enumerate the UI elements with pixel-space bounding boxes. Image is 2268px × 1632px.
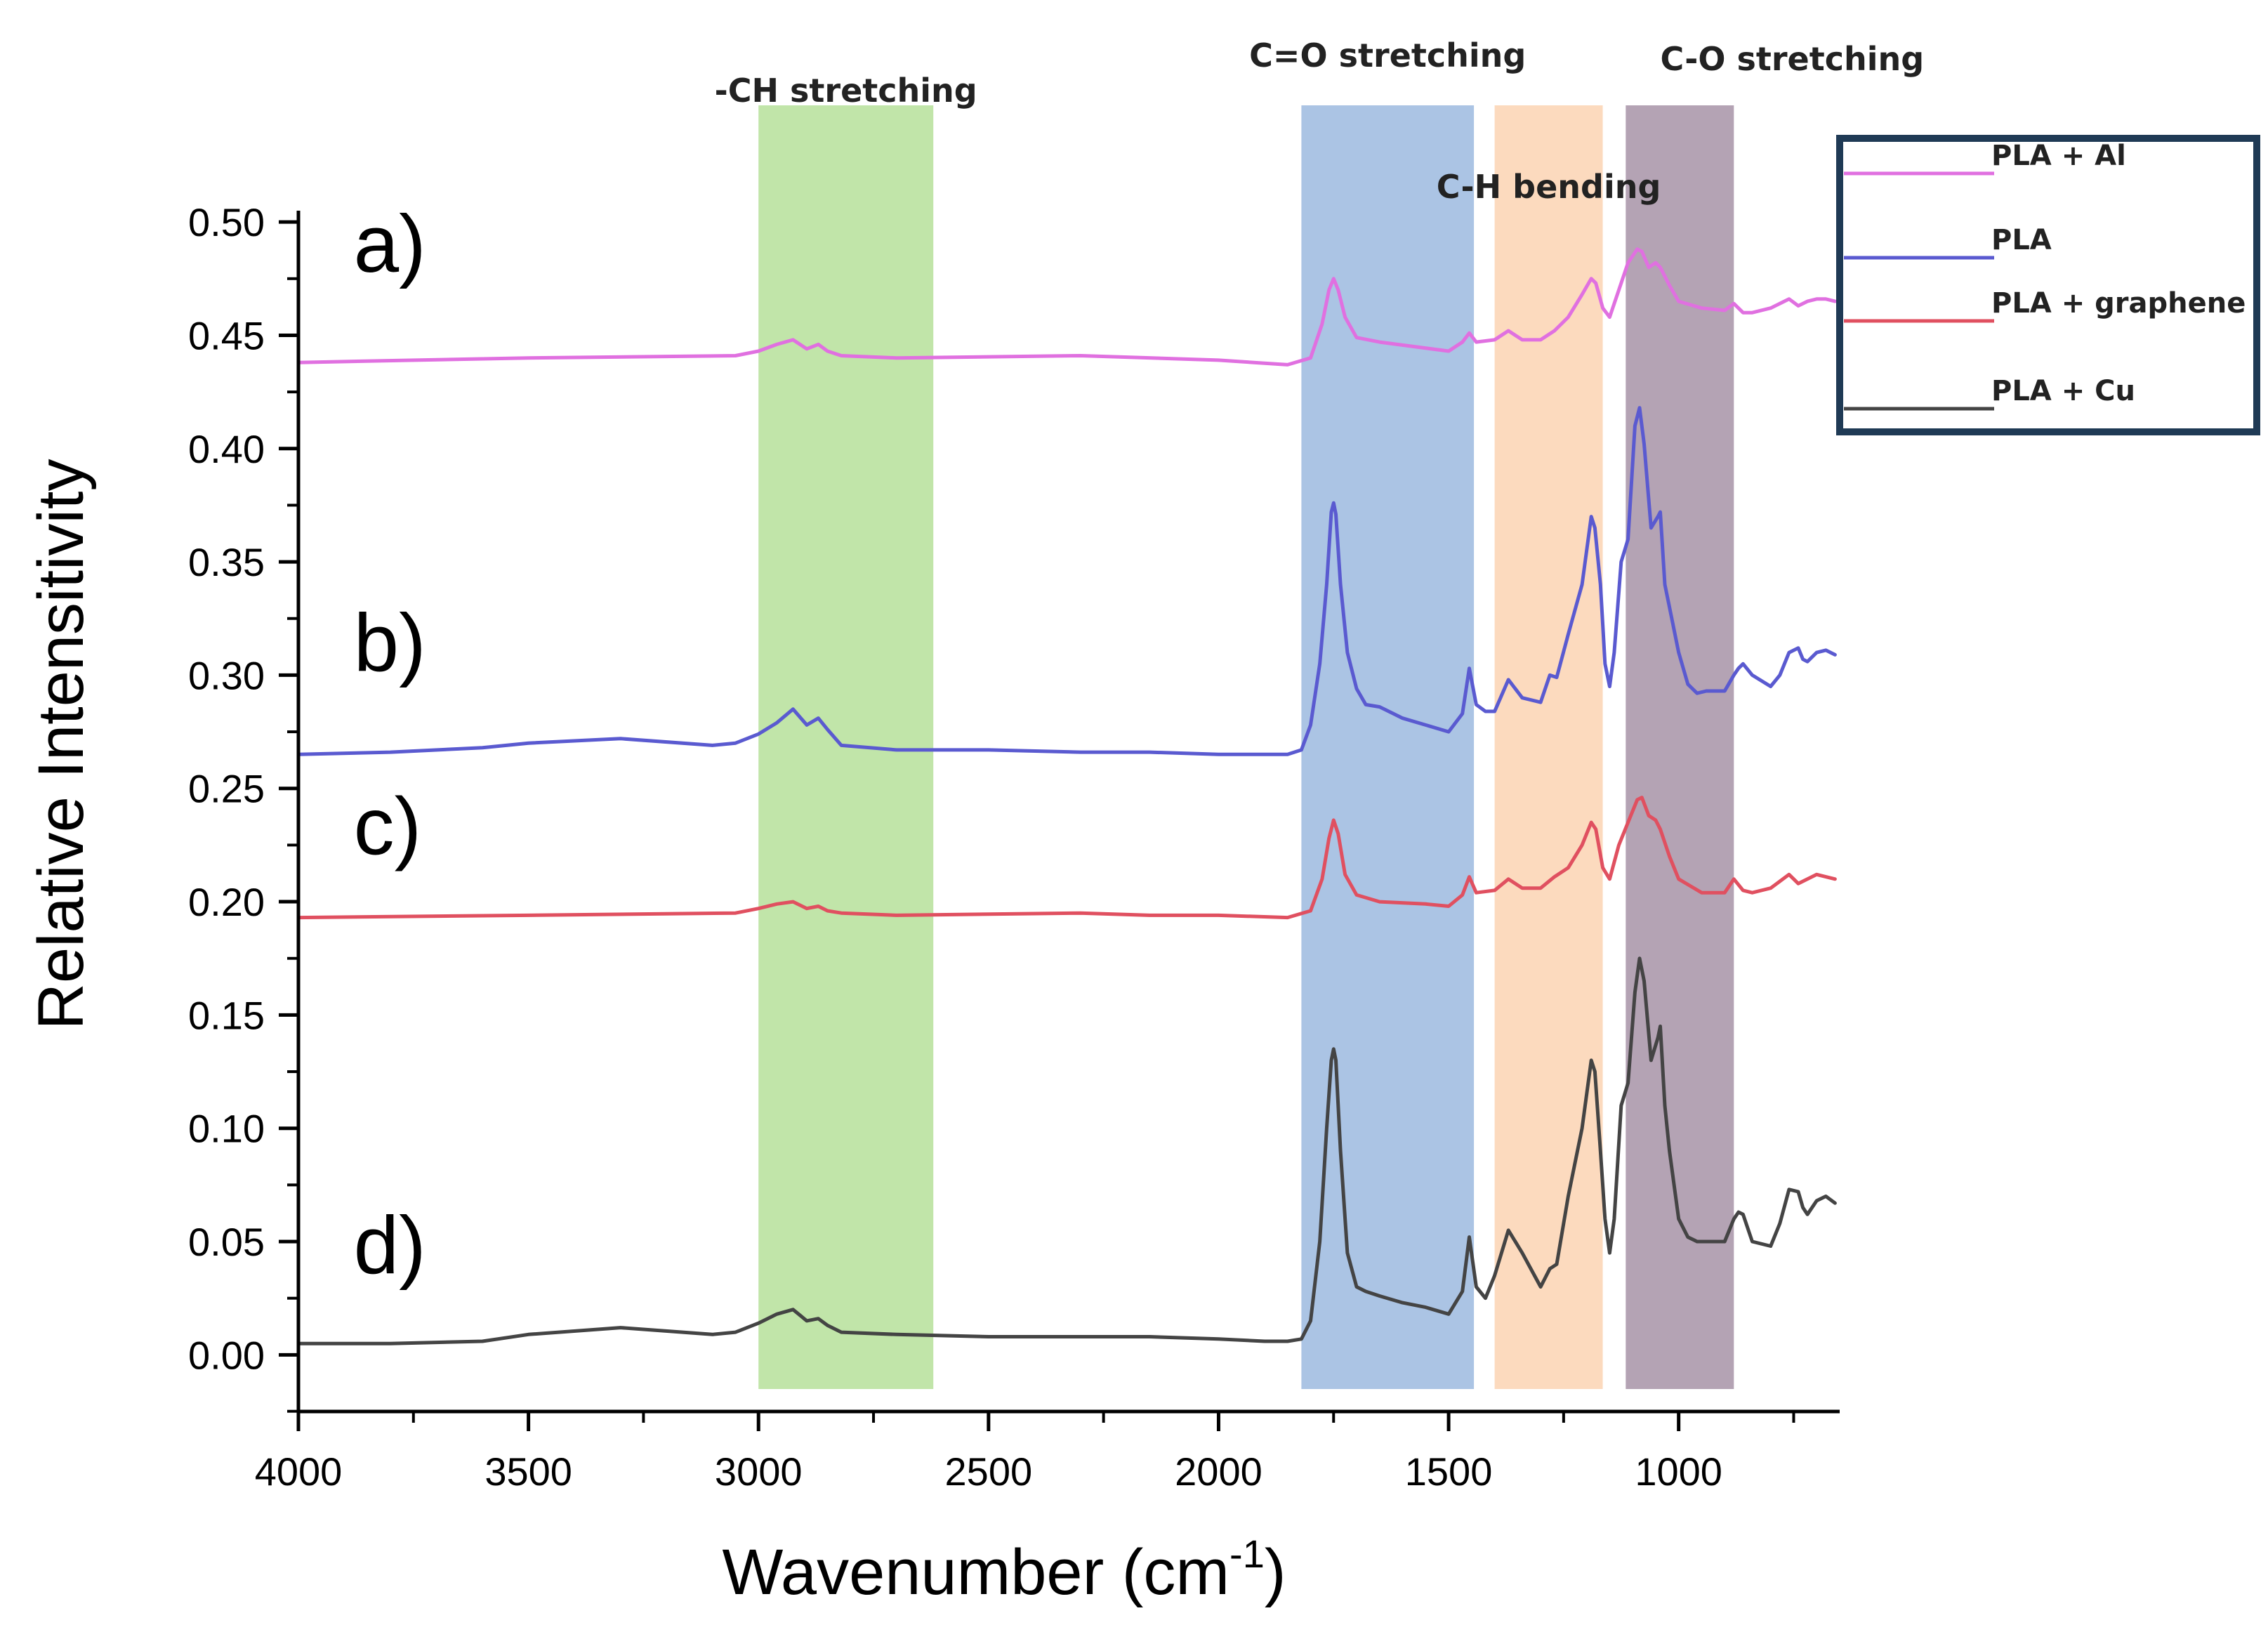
band-c-h-bending <box>1494 105 1603 1389</box>
series-line-pla-cu <box>296 956 1837 1345</box>
y-tick-label: 0.50 <box>188 200 265 244</box>
x-tick-label: 1000 <box>1635 1449 1722 1494</box>
series-line-pla-graphene <box>296 796 1837 920</box>
legend-label: PLA + Cu <box>1991 375 2135 407</box>
band-label: C-H bending <box>1437 168 1661 206</box>
y-tick-label: 0.45 <box>188 313 265 357</box>
x-tick-label: 2500 <box>945 1449 1033 1494</box>
axes: 4000 3500 3000 2500 2000 1500 1000 0.00 0.05 0.10… <box>188 200 1840 1494</box>
y-tick-label: 0.30 <box>188 653 265 697</box>
panel-label: b) <box>354 597 426 688</box>
x-axis-title: Wavenumber (cm-1) <box>723 1532 1286 1608</box>
y-tick-label: 0.25 <box>188 767 265 811</box>
panel-labels: a) b) c) d) <box>354 198 426 1291</box>
x-axis-title-close: ) <box>1265 1536 1286 1608</box>
y-tick-label: 0.40 <box>188 427 265 471</box>
x-tick-label: 4000 <box>255 1449 343 1494</box>
highlight-bands <box>758 105 1734 1389</box>
x-tick-label: 3000 <box>715 1449 803 1494</box>
x-tick-label: 2000 <box>1175 1449 1262 1494</box>
legend: PLA + Al PLA PLA + graphene PLA + Cu <box>1836 135 2260 435</box>
legend-label: PLA <box>1991 224 2052 256</box>
y-tick-label: 0.10 <box>188 1107 265 1151</box>
band-label: C=O stretching <box>1249 37 1526 74</box>
legend-label: PLA + Al <box>1991 140 2126 172</box>
band-labels: -CH stretching C=O stretching C-H bending C… <box>715 37 1924 206</box>
series-line-pla-al <box>296 247 1837 367</box>
legend-label: PLA + graphene <box>1991 287 2246 320</box>
spectra-lines <box>296 247 1837 1345</box>
y-tick-label: 0.15 <box>188 993 265 1037</box>
legend-box <box>1836 135 2260 435</box>
x-tick-label: 3500 <box>484 1449 572 1494</box>
panel-label: d) <box>354 1199 426 1291</box>
x-axis-title-superscript: -1 <box>1229 1532 1265 1576</box>
band-label: C-O stretching <box>1660 40 1924 78</box>
band-c-o-stretching <box>1626 105 1734 1389</box>
y-tick-label: 0.35 <box>188 540 265 584</box>
band-label: -CH stretching <box>715 72 977 110</box>
x-axis-title-main: Wavenumber (cm <box>723 1536 1230 1608</box>
panel-label: c) <box>354 780 422 871</box>
panel-label: a) <box>354 198 426 289</box>
y-tick-label: 0.05 <box>188 1220 265 1264</box>
y-axis-title: Relative Intensitivity <box>25 459 97 1030</box>
band-c-o-stretching <box>1301 105 1475 1389</box>
x-tick-label: 1500 <box>1405 1449 1493 1494</box>
series-line-pla <box>296 406 1837 756</box>
y-tick-label: 0.00 <box>188 1333 265 1377</box>
y-tick-label: 0.20 <box>188 880 265 924</box>
